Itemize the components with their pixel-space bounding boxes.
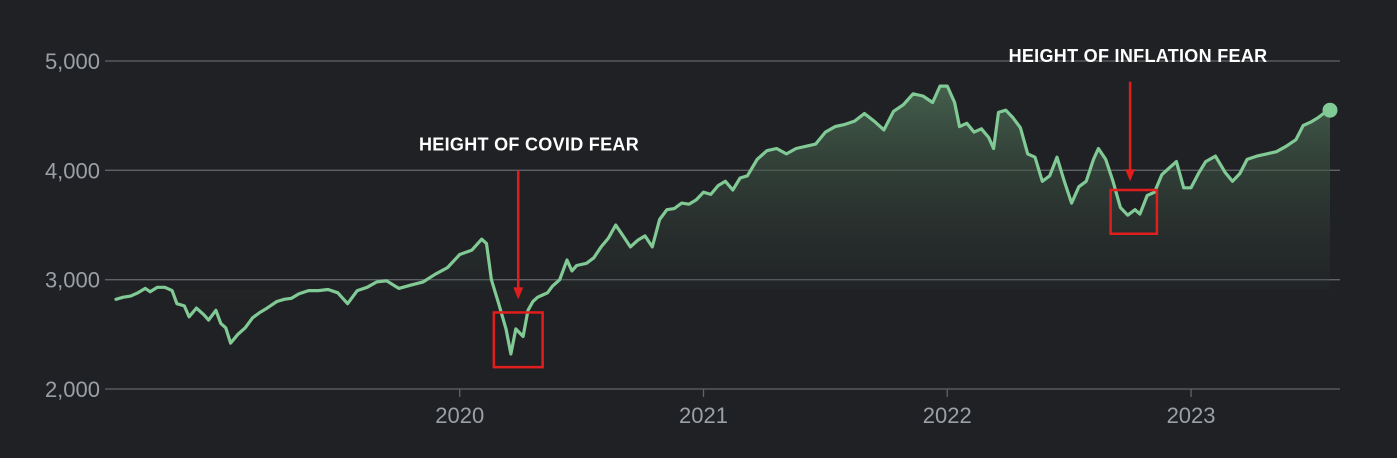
axes: 2,000 3,000 4,000 5,000 2020 2021 2022 2023 [45, 49, 1216, 428]
series-line-path [114, 84, 1332, 356]
last-value-dot [1322, 102, 1338, 118]
annotation-box [1109, 188, 1159, 235]
x-tick-label: 2023 [1167, 403, 1216, 428]
annotation-box [492, 311, 544, 369]
annotation-arrowhead [513, 287, 524, 300]
area-fill-path [116, 86, 1330, 354]
series-line [114, 84, 1338, 356]
area-fill [116, 86, 1330, 354]
annotation-label: HEIGHT OF INFLATION FEAR [1009, 46, 1268, 66]
y-tick-label: 4,000 [45, 158, 100, 183]
annotation-label: HEIGHT OF COVID FEAR [419, 134, 639, 154]
annotation-arrowhead [1125, 169, 1136, 182]
annotations: HEIGHT OF COVID FEAR HEIGHT OF INFLATION … [419, 46, 1268, 369]
x-tick-label: 2021 [679, 403, 728, 428]
x-tick-label: 2022 [923, 403, 972, 428]
y-tick-label: 5,000 [45, 49, 100, 74]
x-tick-label: 2020 [435, 403, 484, 428]
y-tick-label: 2,000 [45, 377, 100, 402]
y-tick-label: 3,000 [45, 268, 100, 293]
